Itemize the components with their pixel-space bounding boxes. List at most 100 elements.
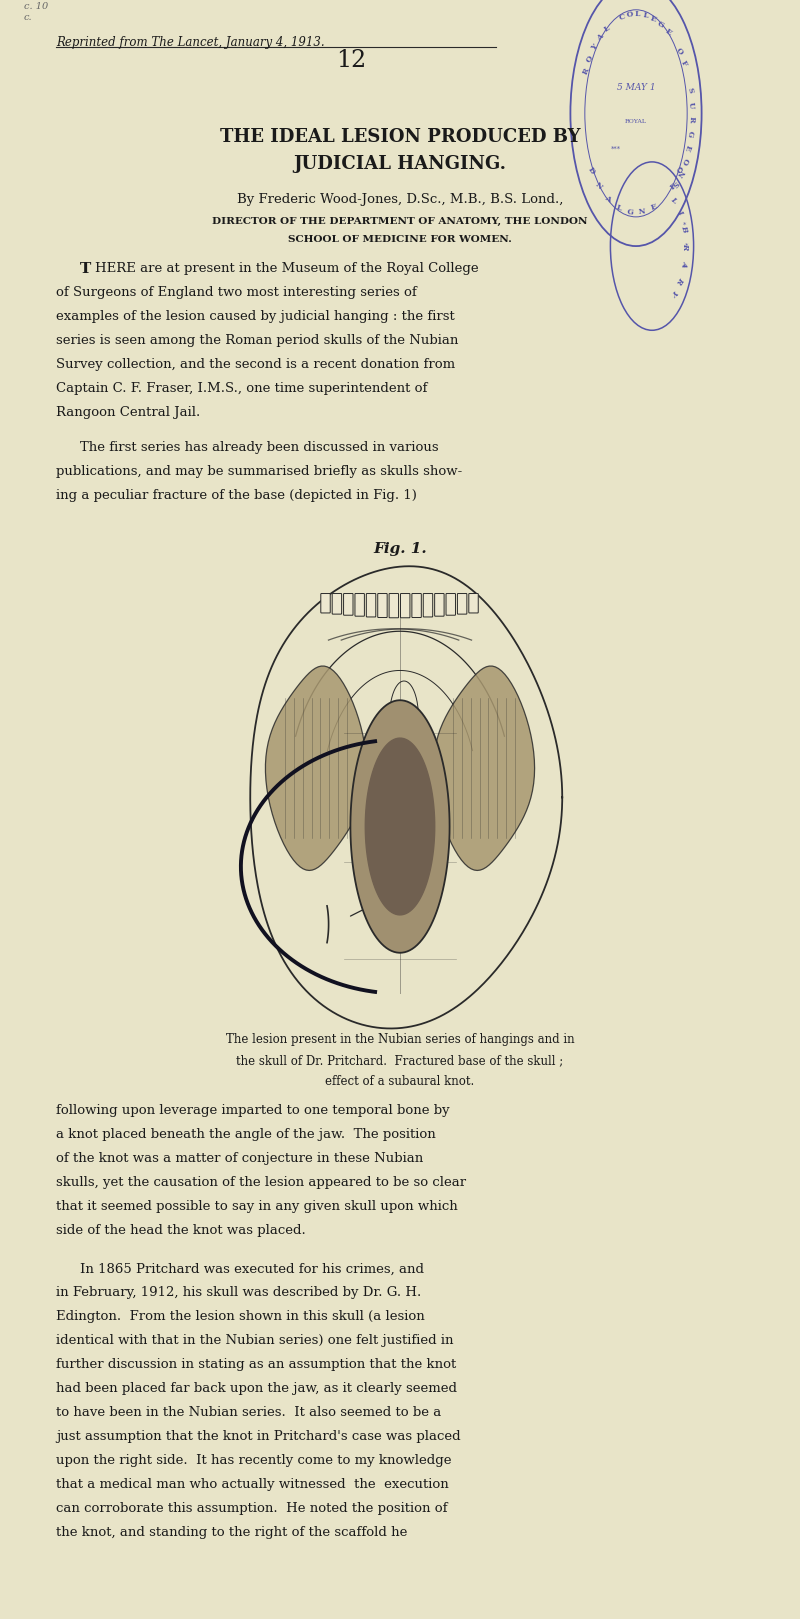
Text: In 1865 Pritchard was executed for his crimes, and: In 1865 Pritchard was executed for his c… xyxy=(80,1263,424,1276)
Text: identical with that in the Nubian series) one felt justified in: identical with that in the Nubian series… xyxy=(56,1334,454,1347)
Text: N: N xyxy=(638,207,646,217)
Text: Y: Y xyxy=(590,42,599,52)
Text: had been placed far back upon the jaw, as it clearly seemed: had been placed far back upon the jaw, a… xyxy=(56,1383,457,1396)
Text: upon the right side.  It has recently come to my knowledge: upon the right side. It has recently com… xyxy=(56,1454,451,1467)
FancyBboxPatch shape xyxy=(343,594,353,615)
Text: of the knot was a matter of conjecture in these Nubian: of the knot was a matter of conjecture i… xyxy=(56,1153,423,1166)
Polygon shape xyxy=(266,665,366,871)
Polygon shape xyxy=(250,567,562,1028)
Text: E: E xyxy=(663,28,672,37)
Text: I: I xyxy=(676,209,685,217)
Text: that it seemed possible to say in any given skull upon which: that it seemed possible to say in any gi… xyxy=(56,1200,458,1213)
Text: a knot placed beneath the angle of the jaw.  The position: a knot placed beneath the angle of the j… xyxy=(56,1128,436,1141)
Text: F: F xyxy=(669,181,678,191)
Text: A: A xyxy=(679,259,689,267)
Text: S: S xyxy=(685,87,694,94)
Text: 5 MAY 1: 5 MAY 1 xyxy=(617,83,655,92)
Text: JUDICIAL HANGING.: JUDICIAL HANGING. xyxy=(294,155,506,173)
Text: O: O xyxy=(674,47,685,57)
Text: series is seen among the Roman period skulls of the Nubian: series is seen among the Roman period sk… xyxy=(56,334,458,346)
Text: HERE are at present in the Museum of the Royal College: HERE are at present in the Museum of the… xyxy=(95,262,479,275)
Text: D: D xyxy=(586,165,596,175)
Text: that a medical man who actually witnessed  the  execution: that a medical man who actually witnesse… xyxy=(56,1478,449,1491)
Text: ROYAL: ROYAL xyxy=(625,118,647,125)
Text: SCHOOL OF MEDICINE FOR WOMEN.: SCHOOL OF MEDICINE FOR WOMEN. xyxy=(288,235,512,244)
Text: following upon leverage imparted to one temporal bone by: following upon leverage imparted to one … xyxy=(56,1104,450,1117)
Text: A: A xyxy=(603,194,613,204)
Text: G: G xyxy=(656,19,666,29)
Text: A: A xyxy=(596,32,606,42)
Text: Fig. 1.: Fig. 1. xyxy=(373,542,427,557)
Text: R: R xyxy=(687,115,695,123)
Text: Y: Y xyxy=(669,288,678,298)
Text: c. 10: c. 10 xyxy=(24,2,48,11)
Text: ing a peculiar fracture of the base (depicted in Fig. 1): ing a peculiar fracture of the base (dep… xyxy=(56,489,417,502)
Text: Rangoon Central Jail.: Rangoon Central Jail. xyxy=(56,406,200,419)
Text: further discussion in stating as an assumption that the knot: further discussion in stating as an assu… xyxy=(56,1358,456,1371)
FancyBboxPatch shape xyxy=(321,594,330,614)
Text: O: O xyxy=(679,155,690,165)
Text: effect of a subaural knot.: effect of a subaural knot. xyxy=(326,1075,474,1088)
Text: The first series has already been discussed in various: The first series has already been discus… xyxy=(80,442,438,455)
FancyBboxPatch shape xyxy=(423,594,433,617)
Text: c.: c. xyxy=(24,13,33,23)
Text: the knot, and standing to the right of the scaffold he: the knot, and standing to the right of t… xyxy=(56,1527,407,1540)
Text: Captain C. F. Fraser, I.M.S., one time superintendent of: Captain C. F. Fraser, I.M.S., one time s… xyxy=(56,382,427,395)
FancyBboxPatch shape xyxy=(458,594,467,614)
Text: *: * xyxy=(682,222,686,228)
Text: N: N xyxy=(594,181,604,191)
Text: skulls, yet the causation of the lesion appeared to be so clear: skulls, yet the causation of the lesion … xyxy=(56,1175,466,1188)
Text: Survey collection, and the second is a recent donation from: Survey collection, and the second is a r… xyxy=(56,358,455,371)
Text: examples of the lesion caused by judicial hanging : the first: examples of the lesion caused by judicia… xyxy=(56,311,454,324)
Text: ***: *** xyxy=(611,146,621,152)
Text: THE IDEAL LESION PRODUCED BY: THE IDEAL LESION PRODUCED BY xyxy=(220,128,580,146)
Text: R: R xyxy=(682,243,690,249)
Polygon shape xyxy=(350,701,450,952)
Text: of Surgeons of England two most interesting series of: of Surgeons of England two most interest… xyxy=(56,287,417,300)
Text: Edington.  From the lesion shown in this skull (a lesion: Edington. From the lesion shown in this … xyxy=(56,1310,425,1323)
Text: O: O xyxy=(676,165,686,175)
Text: *: * xyxy=(682,264,686,270)
Text: the skull of Dr. Pritchard.  Fractured base of the skull ;: the skull of Dr. Pritchard. Fractured ba… xyxy=(236,1054,564,1067)
FancyBboxPatch shape xyxy=(389,594,398,618)
Text: L: L xyxy=(635,10,641,18)
Text: *: * xyxy=(685,243,688,249)
FancyBboxPatch shape xyxy=(355,594,364,617)
Text: O: O xyxy=(585,53,595,63)
Polygon shape xyxy=(366,738,434,915)
FancyBboxPatch shape xyxy=(412,594,422,617)
Text: By Frederic Wood-Jones, D.Sc., M.B., B.S. Lond.,: By Frederic Wood-Jones, D.Sc., M.B., B.S… xyxy=(237,193,563,206)
Text: just assumption that the knot in Pritchard's case was placed: just assumption that the knot in Pritcha… xyxy=(56,1430,461,1443)
Text: in February, 1912, his skull was described by Dr. G. H.: in February, 1912, his skull was describ… xyxy=(56,1287,422,1300)
FancyBboxPatch shape xyxy=(401,594,410,618)
Text: E: E xyxy=(650,15,658,24)
Text: L: L xyxy=(602,24,611,34)
Text: The lesion present in the Nubian series of hangings and in: The lesion present in the Nubian series … xyxy=(226,1033,574,1046)
Text: O: O xyxy=(626,10,634,19)
Polygon shape xyxy=(434,665,534,871)
Text: B: B xyxy=(679,225,689,233)
Text: publications, and may be summarised briefly as skulls show-: publications, and may be summarised brie… xyxy=(56,465,462,478)
Text: Reprinted from The Lancet, January 4, 1913.: Reprinted from The Lancet, January 4, 19… xyxy=(56,36,325,49)
FancyBboxPatch shape xyxy=(434,594,444,617)
FancyBboxPatch shape xyxy=(366,594,376,617)
Text: C: C xyxy=(618,13,626,23)
Text: G: G xyxy=(626,207,634,217)
Text: to have been in the Nubian series.  It also seemed to be a: to have been in the Nubian series. It al… xyxy=(56,1407,442,1420)
FancyBboxPatch shape xyxy=(378,594,387,617)
Text: U: U xyxy=(686,100,695,108)
Text: side of the head the knot was placed.: side of the head the knot was placed. xyxy=(56,1224,306,1237)
Text: 12: 12 xyxy=(336,49,366,71)
Text: F: F xyxy=(679,60,689,68)
FancyBboxPatch shape xyxy=(446,594,455,615)
FancyBboxPatch shape xyxy=(332,594,342,614)
Text: R: R xyxy=(581,66,591,76)
Text: T: T xyxy=(80,262,91,277)
Text: E: E xyxy=(683,142,693,152)
Text: L: L xyxy=(669,194,678,204)
FancyBboxPatch shape xyxy=(469,594,478,614)
Text: L: L xyxy=(642,11,649,19)
Text: S: S xyxy=(670,178,680,188)
Text: N: N xyxy=(675,167,686,178)
Text: E: E xyxy=(650,202,658,212)
